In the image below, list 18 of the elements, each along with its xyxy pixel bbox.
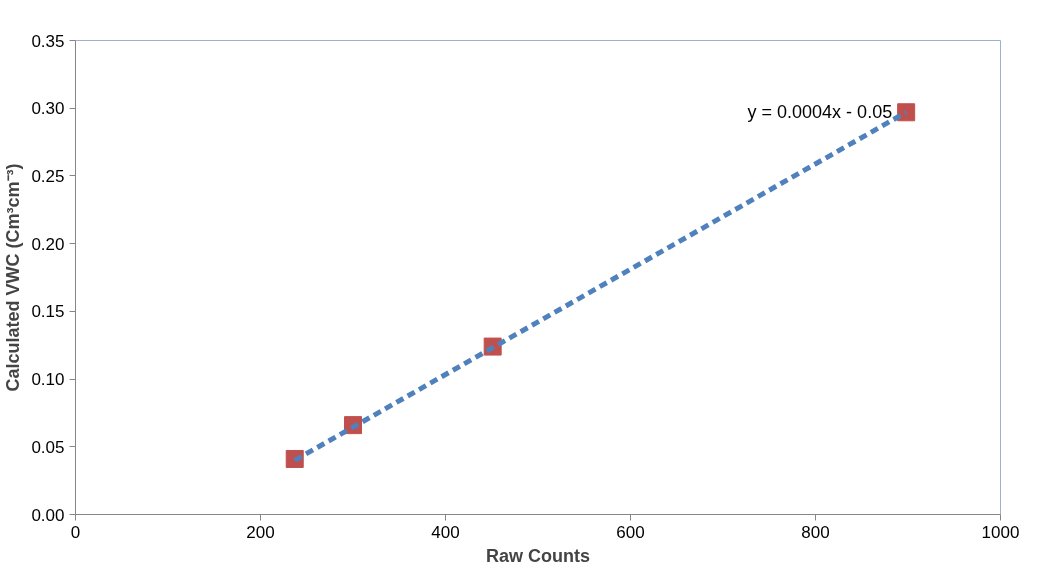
x-tick-label: 200 — [246, 522, 275, 542]
x-tick-label: 800 — [801, 522, 830, 542]
x-tick-label: 0 — [70, 522, 81, 542]
y-tick-label: 0.25 — [31, 166, 65, 186]
y-axis-title: Calculated VWC (Cm³cm⁻³) — [3, 163, 24, 392]
y-tick-label: 0.05 — [31, 437, 65, 457]
x-tick-label: 1000 — [981, 522, 1020, 542]
x-tick-label: 600 — [616, 522, 645, 542]
annotation: y = 0.0004x - 0.05 — [747, 102, 893, 123]
y-tick-label: 0.00 — [31, 505, 65, 525]
y-tick-label: 0.35 — [31, 31, 65, 51]
y-tick-label: 0.10 — [31, 370, 65, 390]
y-tick-label: 0.30 — [31, 99, 65, 119]
y-tick-label: 0.15 — [31, 302, 65, 322]
point — [897, 103, 916, 122]
y-tick-label: 0.20 — [31, 234, 65, 254]
x-axis-title: Raw Counts — [486, 545, 591, 566]
x-tick-label: 400 — [431, 522, 460, 542]
